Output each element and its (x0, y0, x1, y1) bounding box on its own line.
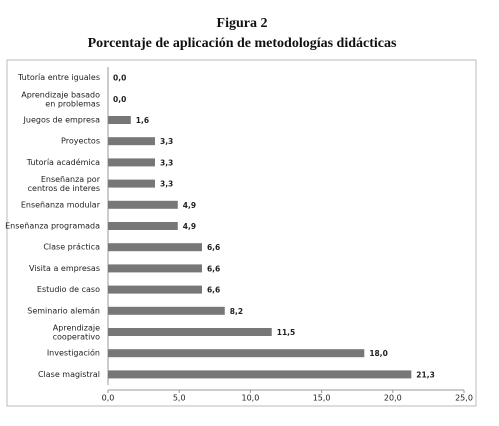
value-label: 8,2 (230, 307, 243, 316)
y-tick-label: Tutoría entre iguales (17, 73, 100, 82)
y-tick-label: Juegos de empresa (23, 116, 101, 125)
x-tick-label: 5,0 (173, 394, 186, 403)
bar (108, 179, 155, 188)
bar (108, 370, 412, 379)
y-tick-label: Visita a empresas (29, 264, 100, 273)
value-label: 18,0 (369, 349, 388, 358)
chart-frame (6, 59, 477, 407)
bar (108, 328, 272, 336)
value-label: 4,9 (183, 222, 196, 231)
y-tick-label: Aprendizaje basado en problemas (21, 90, 100, 108)
y-tick-label: Estudio de caso (37, 285, 100, 294)
bar (108, 222, 178, 230)
y-tick-label: Clase magistral (38, 370, 100, 379)
bar (108, 158, 155, 167)
y-tick-label: Aprendizaje cooperativo (53, 323, 100, 341)
bar (108, 306, 225, 315)
y-tick-label: Proyectos (61, 137, 100, 146)
value-label: 11,5 (277, 328, 296, 337)
x-tick-label: 10,0 (241, 394, 259, 403)
x-tick-label: 0,0 (102, 394, 115, 403)
y-tick-label: Clase práctica (43, 243, 100, 252)
value-label: 3,3 (160, 137, 173, 146)
x-tick-label: 15,0 (313, 394, 331, 403)
y-tick-label: Enseñanza modular (21, 200, 101, 209)
value-label: 6,6 (207, 243, 220, 252)
value-label: 3,3 (160, 180, 173, 189)
y-tick-label: Enseñanza programada (5, 222, 100, 231)
bar (108, 116, 131, 124)
x-tick-label: 25,0 (455, 394, 473, 403)
y-tick-label: Investigación (47, 348, 100, 358)
bar (108, 349, 365, 358)
y-tick-label: Seminario alemán (27, 306, 100, 315)
bar (108, 200, 178, 209)
y-tick-label: Tutoría académica (26, 157, 100, 167)
value-label: 0,0 (113, 74, 126, 83)
value-label: 4,9 (183, 201, 196, 210)
value-label: 6,6 (207, 286, 220, 295)
bar (108, 285, 202, 294)
x-tick-label: 20,0 (384, 394, 402, 403)
value-label: 6,6 (207, 264, 220, 273)
value-label: 1,6 (136, 116, 149, 125)
value-label: 0,0 (113, 95, 126, 104)
value-label: 3,3 (160, 158, 173, 167)
chart-title: Figura 2 (217, 16, 268, 31)
bar (108, 137, 155, 146)
y-tick-label: Enseñanza por centros de interes (28, 175, 101, 193)
chart-subtitle: Porcentaje de aplicación de metodologías… (88, 36, 397, 51)
value-label: 21,3 (416, 370, 435, 379)
bar (108, 264, 202, 273)
bar (108, 243, 202, 252)
